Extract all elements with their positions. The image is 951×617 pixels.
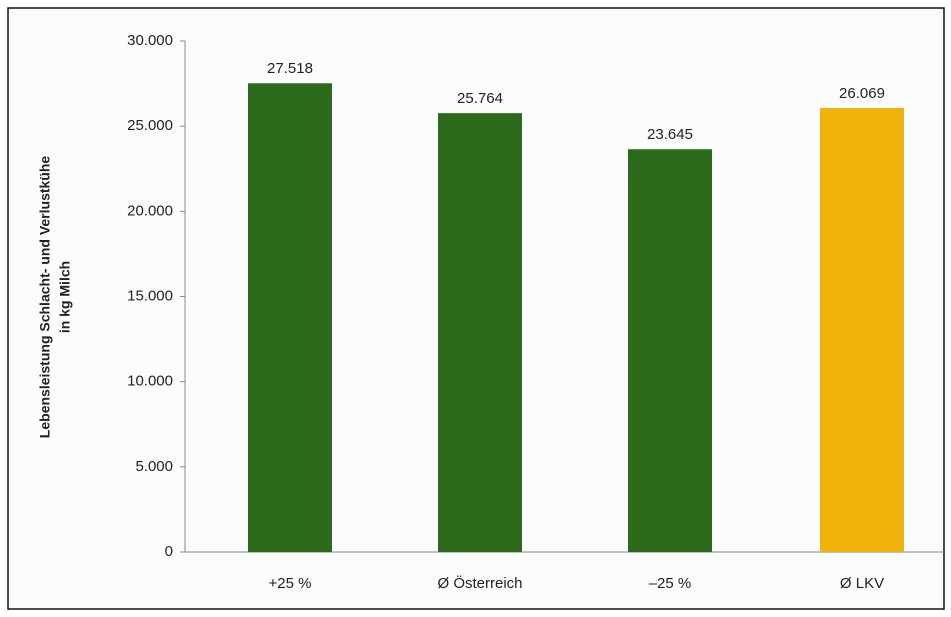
value-label: 23.645	[647, 126, 693, 143]
bar	[820, 107, 904, 552]
y-tick-label: 25.000	[127, 117, 173, 134]
value-label: 25.764	[457, 90, 503, 107]
y-tick-label: 5.000	[135, 458, 173, 475]
x-tick-label: –25 %	[649, 575, 692, 592]
value-label: 27.518	[267, 60, 313, 77]
y-tick-label: 30.000	[127, 32, 173, 49]
bar	[248, 83, 332, 552]
x-tick-label: Ø Österreich	[437, 574, 522, 592]
y-tick-label: 15.000	[127, 287, 173, 304]
bar	[628, 149, 712, 552]
y-tick-label: 10.000	[127, 373, 173, 390]
value-label: 26.069	[839, 85, 885, 102]
y-tick-label: 20.000	[127, 202, 173, 219]
y-tick-label: 0	[165, 543, 173, 560]
x-tick-label: +25 %	[269, 575, 312, 592]
y-axis-label: Lebensleistung Schlacht- und Verlustkühe	[37, 156, 53, 439]
bar	[438, 113, 522, 552]
y-axis-label: in kg Milch	[57, 261, 73, 333]
x-tick-label: Ø LKV	[840, 575, 884, 592]
